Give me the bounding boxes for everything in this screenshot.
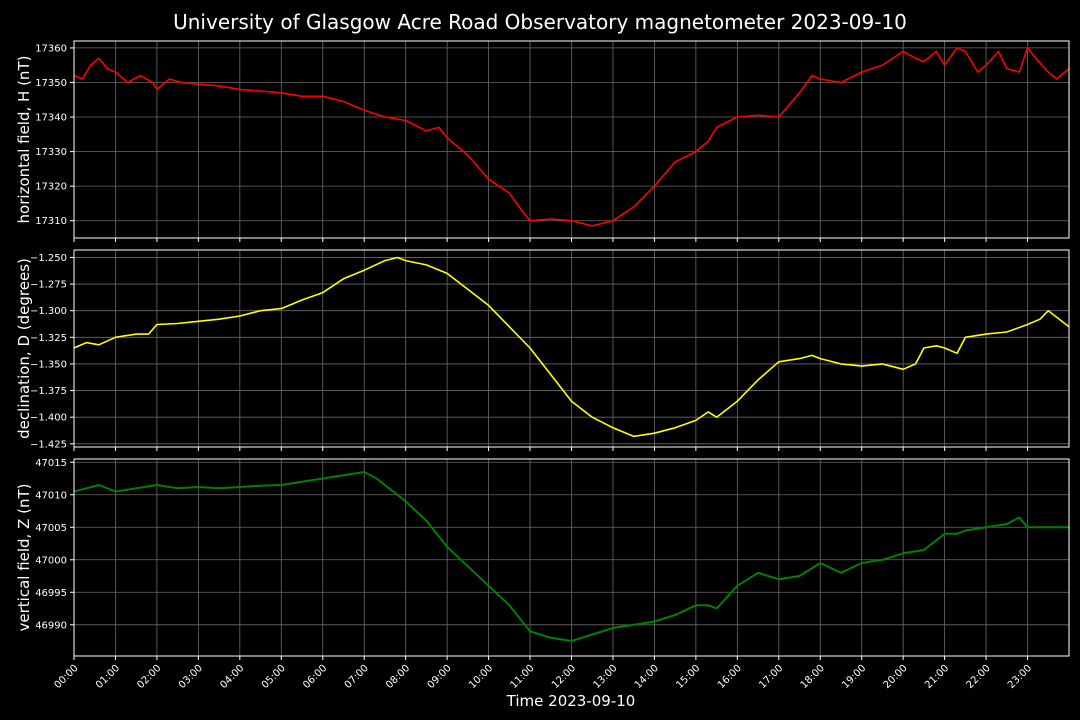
y-tick-label: 47010 (35, 490, 67, 501)
x-tick-label: 18:00 (799, 663, 827, 691)
y-tick-label: −1.250 (30, 253, 67, 264)
y-tick-label: 17310 (35, 216, 67, 227)
d-panel: −1.425 −1.400 −1.375 −1.350 −1.325 −1.300 −1.2… (15, 249, 1070, 451)
y-tick-label: −1.300 (30, 306, 67, 317)
x-tick-label: 06:00 (301, 663, 329, 691)
x-axis-label: Time 2023-09-10 (506, 692, 636, 710)
y-axis-label: horizontal field, H (nT) (15, 56, 33, 224)
z-series-line (73, 471, 1069, 642)
y-tick-label: 47000 (35, 555, 67, 566)
x-tick-label: 04:00 (218, 663, 246, 691)
y-tick-label: −1.375 (30, 386, 67, 397)
axes-frame (73, 249, 1070, 448)
y-tick-label: 47015 (35, 458, 67, 469)
x-tick-label: 14:00 (633, 663, 661, 691)
x-tick-label: 03:00 (177, 663, 205, 691)
y-tick-label: −1.325 (30, 333, 67, 344)
x-tick-label: 13:00 (591, 663, 619, 691)
y-tick-label: 17330 (35, 147, 67, 158)
x-tick-label: 23:00 (1006, 663, 1034, 691)
x-tick-label: 10:00 (467, 663, 495, 691)
y-tick-label: 17350 (35, 78, 67, 89)
chart-title: University of Glasgow Acre Road Observat… (173, 10, 907, 34)
y-tick-label: −1.350 (30, 359, 67, 370)
x-tick-label: 21:00 (923, 663, 951, 691)
x-tick-label: 09:00 (426, 663, 454, 691)
y-axis-label: vertical field, Z (nT) (15, 483, 33, 631)
panels: 17310 17320 17330 17340 17350 17360horizontal… (15, 40, 1070, 691)
x-tick-label: 08:00 (384, 663, 412, 691)
x-tick-label: 02:00 (135, 663, 163, 691)
z-panel: 46990 46995 47000 47005 47010 47015 vertical f… (15, 458, 1070, 691)
x-tick-label: 01:00 (94, 663, 122, 691)
x-tick-label: 05:00 (260, 663, 288, 691)
x-tick-label: 20:00 (882, 663, 910, 691)
x-tick-label: 15:00 (674, 663, 702, 691)
y-tick-label: 47005 (35, 523, 67, 534)
x-tick-label: 17:00 (757, 663, 785, 691)
x-tick-label: 22:00 (965, 663, 993, 691)
h-panel: 17310 17320 17330 17340 17350 17360horizontal… (15, 40, 1070, 242)
x-tick-label: 11:00 (509, 663, 537, 691)
x-tick-label: 19:00 (840, 663, 868, 691)
x-tick-label: 16:00 (716, 663, 744, 691)
y-tick-label: 17320 (35, 182, 67, 193)
h-series-line (73, 47, 1070, 227)
y-tick-label: −1.400 (30, 413, 67, 424)
x-tick-label: 07:00 (343, 663, 371, 691)
y-tick-label: 17340 (35, 113, 67, 124)
axes-frame (73, 458, 1070, 657)
y-tick-label: −1.275 (30, 280, 67, 291)
y-tick-label: 46995 (35, 588, 67, 599)
x-tick-label: 12:00 (550, 663, 578, 691)
y-tick-label: 17360 (35, 43, 67, 54)
x-tick-label: 00:00 (52, 663, 80, 691)
d-series-line (73, 256, 1070, 438)
y-tick-label: −1.425 (30, 439, 67, 450)
axes-frame (73, 40, 1070, 239)
y-tick-label: 46990 (35, 620, 67, 631)
y-axis-label: declination, D (degrees) (15, 258, 33, 439)
